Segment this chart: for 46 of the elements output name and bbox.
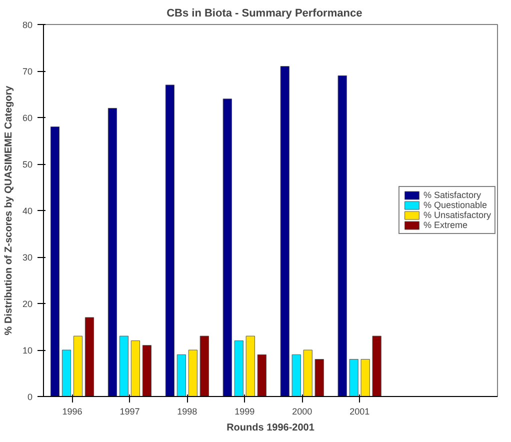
x-tick-label: 1996 xyxy=(62,406,82,416)
bar xyxy=(314,359,324,396)
bar xyxy=(246,336,255,396)
x-tick-label: 1998 xyxy=(177,406,198,416)
y-tick-label: 50 xyxy=(22,160,33,170)
bar xyxy=(119,336,129,396)
bar xyxy=(257,354,266,396)
bar xyxy=(108,108,118,396)
y-tick-label: 60 xyxy=(22,113,33,123)
legend-label: % Unsatisfactory xyxy=(423,210,491,220)
bar xyxy=(200,336,209,396)
y-axis-title: % Distribution of Z-scores by QUASIMEME Category xyxy=(3,85,14,336)
bar xyxy=(292,354,301,396)
legend-label: % Questionable xyxy=(423,200,488,210)
bar xyxy=(234,340,244,396)
bar xyxy=(303,350,312,396)
chart-title: CBs in Biota - Summary Performance xyxy=(166,8,362,20)
bar xyxy=(165,84,174,396)
y-tick-label: 10 xyxy=(22,346,33,356)
x-axis-title: Rounds 1996-2001 xyxy=(226,422,315,434)
y-tick-label: 20 xyxy=(22,299,33,309)
x-tick-label: 2001 xyxy=(350,406,370,416)
y-tick-label: 80 xyxy=(22,20,33,30)
bar xyxy=(73,336,83,396)
y-tick-label: 0 xyxy=(27,392,33,402)
bar xyxy=(176,354,186,396)
y-tick-label: 30 xyxy=(22,252,33,262)
x-tick-label: 2000 xyxy=(292,406,312,416)
bar xyxy=(62,350,72,396)
bar xyxy=(360,359,370,396)
y-tick-label: 70 xyxy=(22,66,33,76)
legend-label: % Extreme xyxy=(423,220,468,230)
bar xyxy=(222,98,232,396)
bar xyxy=(349,359,358,396)
bar xyxy=(188,350,198,396)
y-tick-label: 40 xyxy=(22,206,33,216)
bar xyxy=(84,317,94,396)
bar xyxy=(130,340,140,396)
bar xyxy=(372,336,382,396)
x-tick-label: 1997 xyxy=(120,406,140,416)
bar xyxy=(338,75,347,396)
bar xyxy=(280,66,290,396)
bar xyxy=(50,126,60,396)
legend-label: % Satisfactory xyxy=(423,190,481,200)
bar xyxy=(142,345,152,396)
x-tick-label: 1999 xyxy=(234,406,255,416)
